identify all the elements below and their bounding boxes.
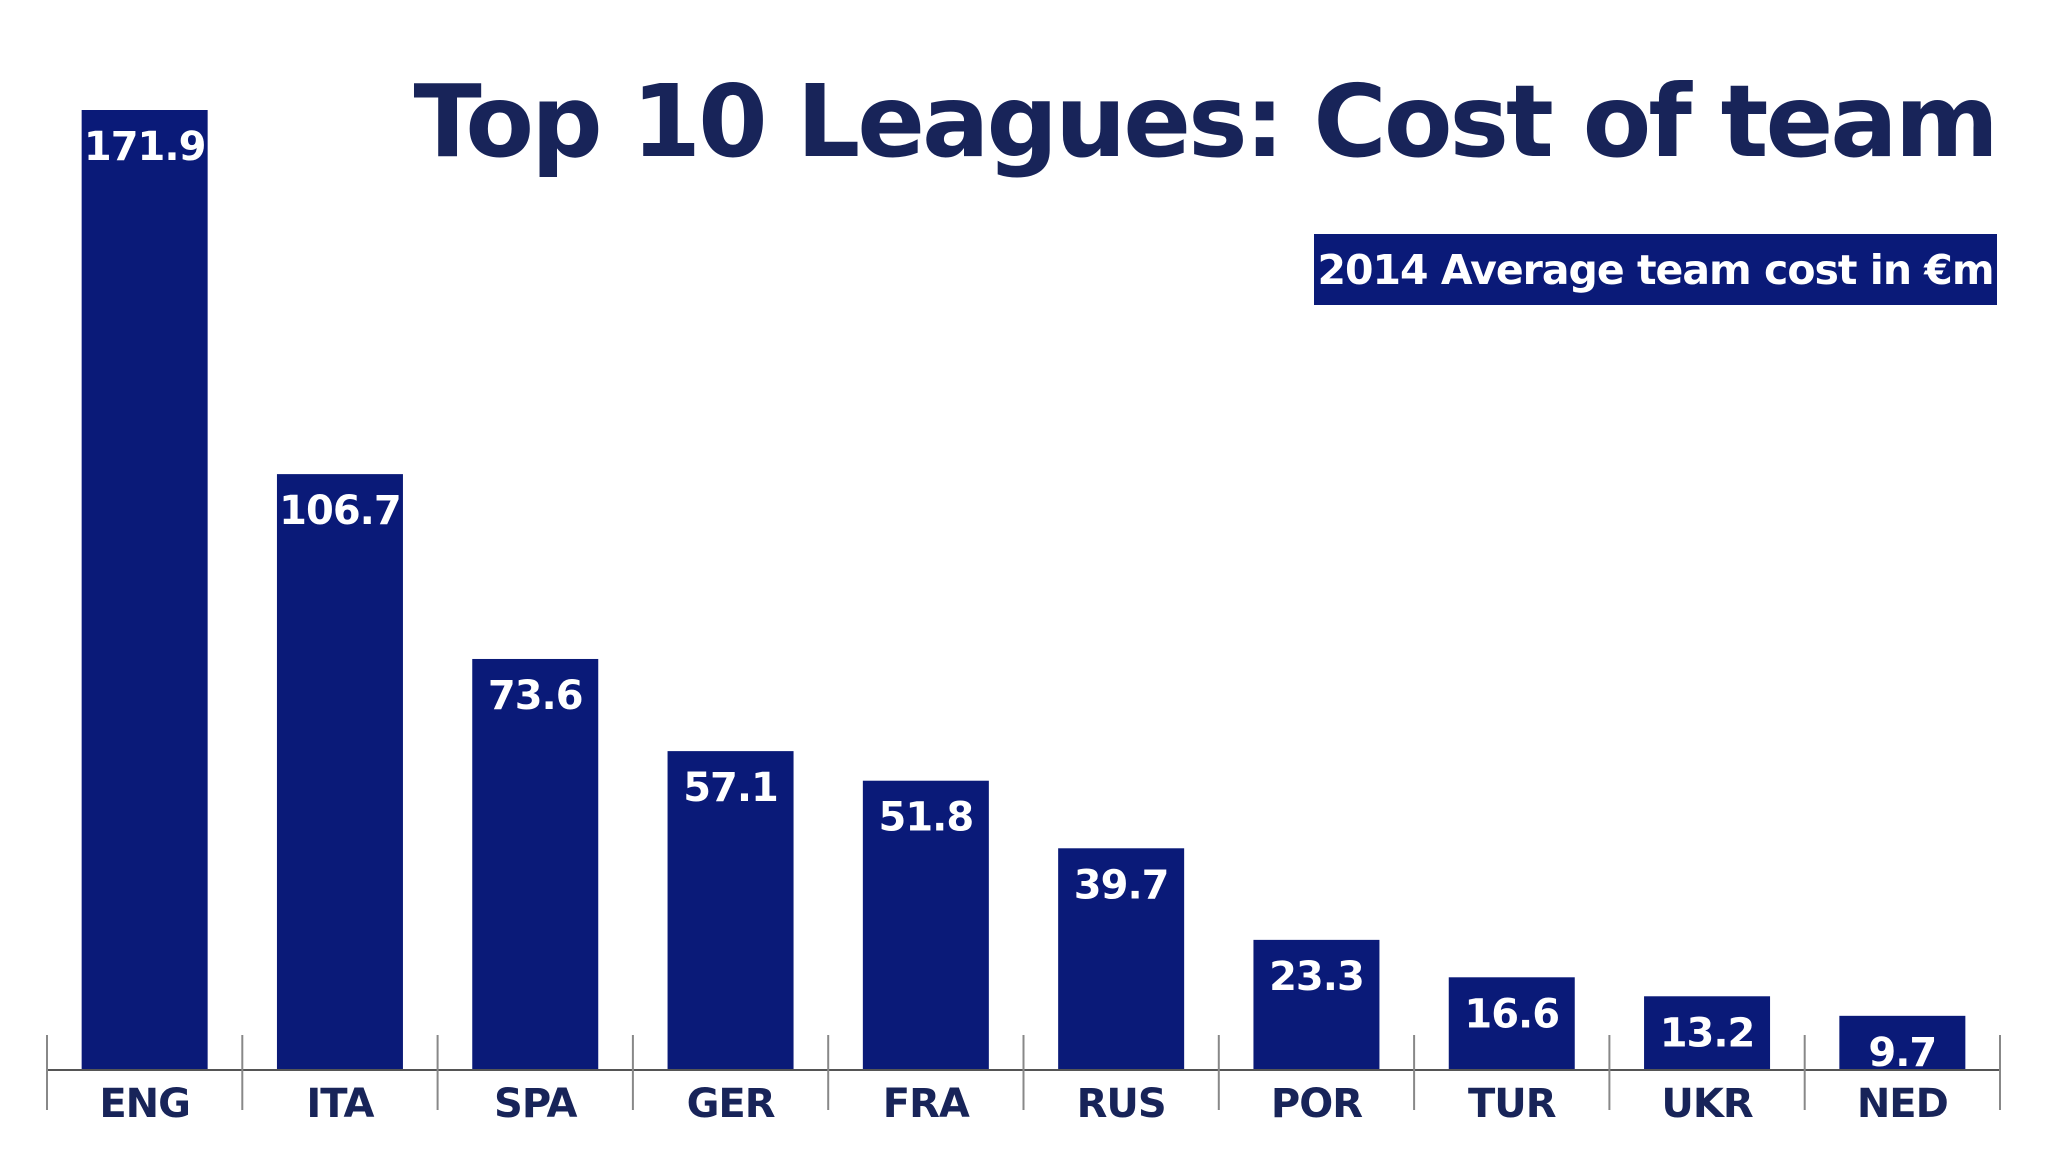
bar-por (1253, 939, 1380, 1070)
bar-tur (1448, 977, 1575, 1070)
x-tick-label: GER (687, 1081, 775, 1127)
value-label: 57.1 (683, 765, 778, 811)
bar-fra (862, 780, 989, 1070)
bar-spa (472, 658, 599, 1070)
x-tick-label: SPA (494, 1081, 577, 1127)
value-label: 73.6 (488, 673, 583, 719)
chart-subtitle-badge: 2014 Average team cost in €m (1314, 234, 1997, 305)
value-label: 13.2 (1660, 1010, 1755, 1056)
bar-eng (81, 110, 208, 1070)
x-tick-label: FRA (883, 1081, 970, 1127)
bar-ita (276, 474, 403, 1071)
x-tick-label: ITA (306, 1081, 374, 1127)
bar-rus (1058, 848, 1185, 1070)
x-tick-label: ENG (99, 1081, 190, 1127)
x-tick-label: TUR (1468, 1081, 1556, 1127)
bar-ger (667, 751, 794, 1070)
x-tick-label: POR (1271, 1081, 1362, 1127)
value-label: 171.9 (84, 124, 206, 170)
value-label: 39.7 (1074, 862, 1169, 908)
bar-ned (1839, 1015, 1966, 1070)
bar-ukr (1644, 996, 1771, 1070)
value-label: 106.7 (279, 488, 401, 534)
x-tick-label: NED (1857, 1081, 1948, 1127)
x-tick-label: RUS (1077, 1081, 1166, 1127)
value-label: 51.8 (878, 795, 973, 841)
value-label: 9.7 (1868, 1030, 1936, 1076)
chart-title: Top 10 Leagues: Cost of team (413, 63, 1999, 180)
value-label: 23.3 (1269, 954, 1364, 1000)
value-label: 16.6 (1464, 991, 1559, 1037)
x-tick-label: UKR (1661, 1081, 1752, 1127)
